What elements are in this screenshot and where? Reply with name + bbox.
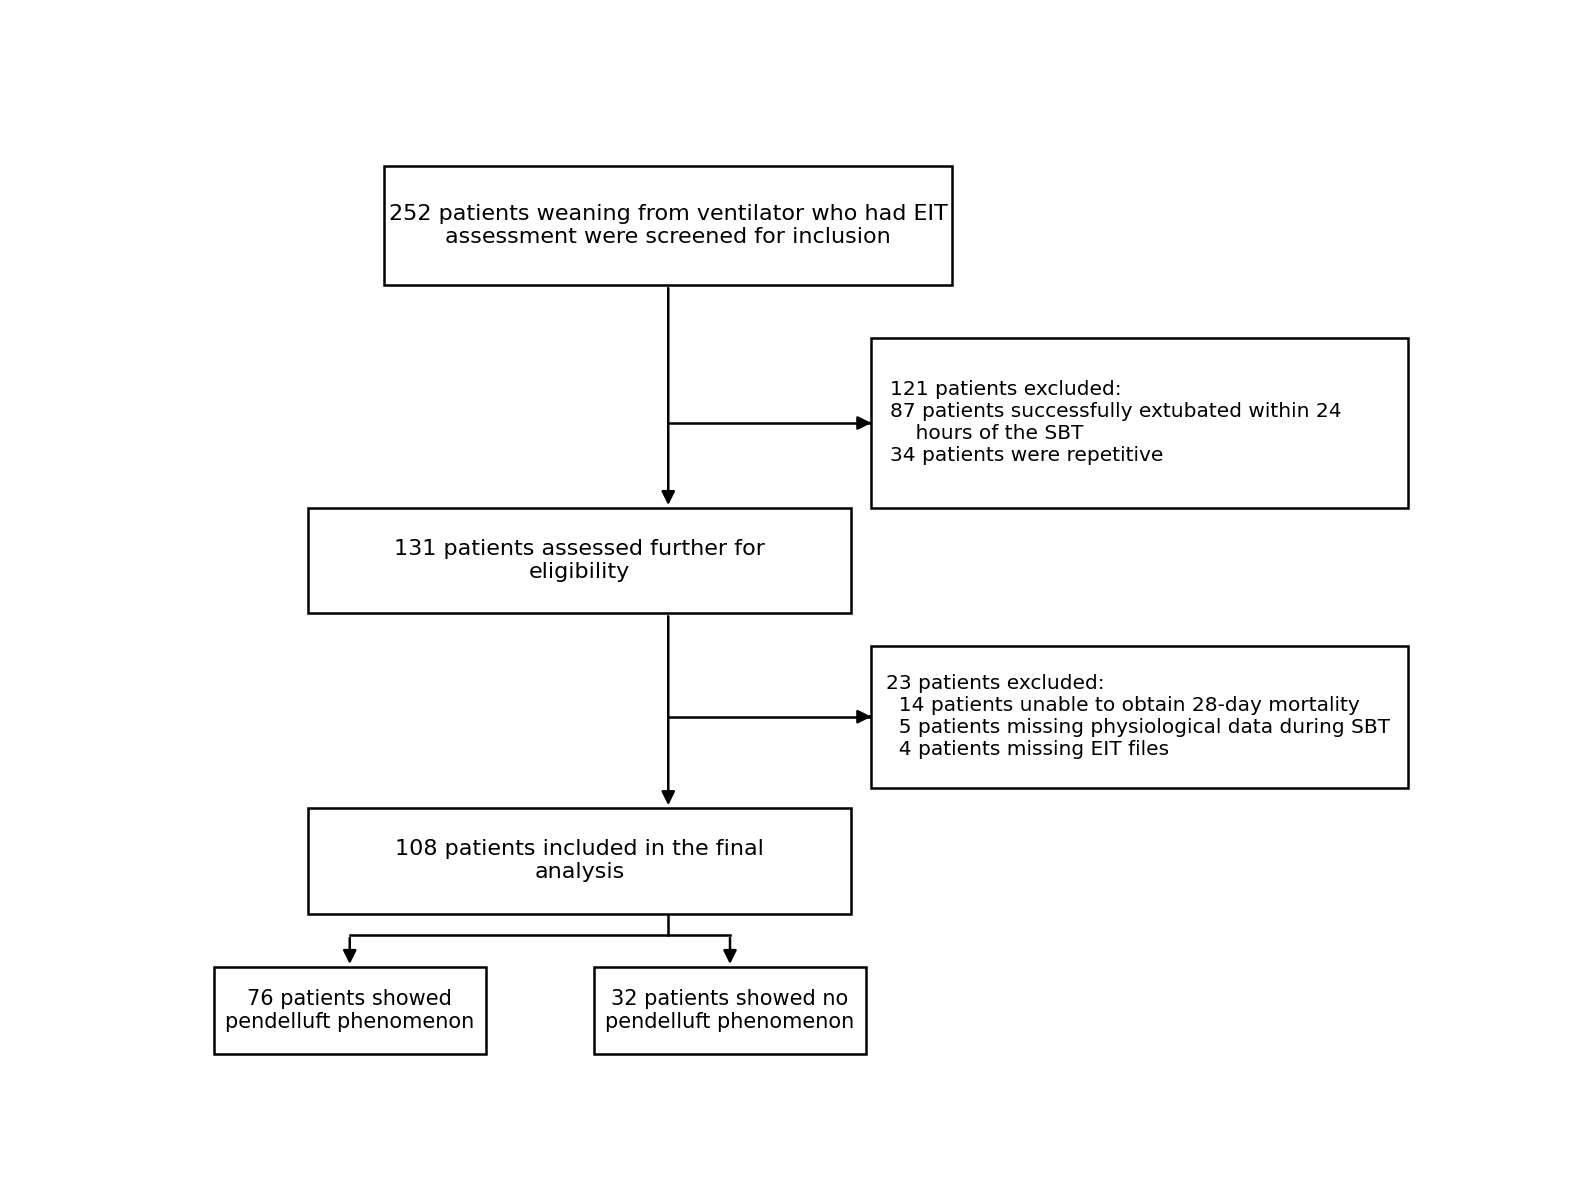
Text: 252 patients weaning from ventilator who had EIT
assessment were screened for in: 252 patients weaning from ventilator who… <box>389 204 948 247</box>
Text: 23 patients excluded:
  14 patients unable to obtain 28-day mortality
  5 patien: 23 patients excluded: 14 patients unable… <box>886 675 1391 759</box>
FancyBboxPatch shape <box>871 339 1408 508</box>
Text: 32 patients showed no
pendelluft phenomenon: 32 patients showed no pendelluft phenome… <box>605 989 854 1032</box>
Text: 108 patients included in the final
analysis: 108 patients included in the final analy… <box>395 839 763 882</box>
FancyBboxPatch shape <box>307 808 851 913</box>
Text: 131 patients assessed further for
eligibility: 131 patients assessed further for eligib… <box>393 539 765 582</box>
FancyBboxPatch shape <box>594 967 867 1054</box>
FancyBboxPatch shape <box>213 967 486 1054</box>
FancyBboxPatch shape <box>307 508 851 614</box>
Text: 76 patients showed
pendelluft phenomenon: 76 patients showed pendelluft phenomenon <box>225 989 475 1032</box>
Text: 121 patients excluded:
87 patients successfully extubated within 24
    hours of: 121 patients excluded: 87 patients succe… <box>890 380 1341 466</box>
FancyBboxPatch shape <box>871 646 1408 788</box>
FancyBboxPatch shape <box>384 166 953 285</box>
